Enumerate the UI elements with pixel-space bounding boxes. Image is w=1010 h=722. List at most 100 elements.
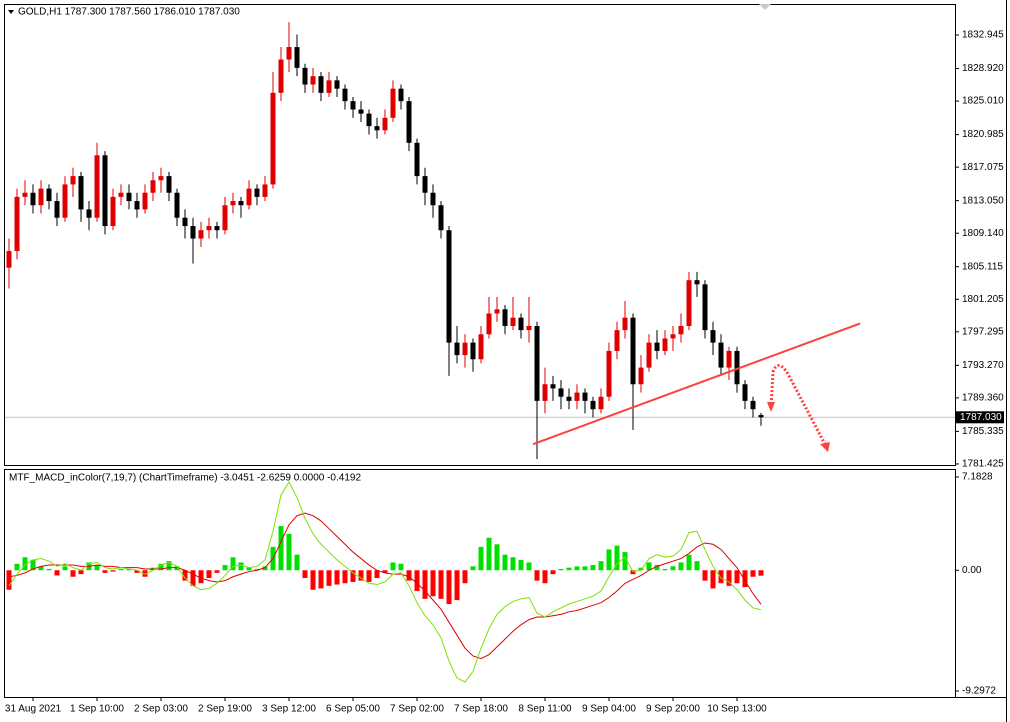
histogram-bar <box>206 570 212 579</box>
candle-body <box>342 88 348 102</box>
histogram-bar <box>566 567 572 571</box>
candle-body <box>566 396 572 401</box>
candle-body <box>406 101 412 143</box>
candle-body <box>302 67 308 85</box>
histogram-bar <box>254 568 260 571</box>
candle-body <box>134 201 140 210</box>
histogram-bar <box>582 566 588 571</box>
candle-body <box>622 317 628 331</box>
histogram-bar <box>126 568 132 571</box>
candle-body <box>38 188 44 206</box>
histogram-bar <box>198 570 204 584</box>
y-tick-label: 1820.985 <box>962 129 1004 140</box>
histogram-bar <box>486 537 492 571</box>
histogram-bar <box>630 570 636 575</box>
candle-body <box>6 251 12 268</box>
candle-body <box>246 188 252 206</box>
candle-body <box>310 76 316 85</box>
histogram-bar <box>502 554 508 571</box>
histogram-bar <box>702 570 708 581</box>
candle-body <box>590 400 596 410</box>
histogram-bar <box>510 557 516 571</box>
histogram-bar <box>462 570 468 584</box>
shift-marker[interactable] <box>759 4 771 10</box>
x-tick-label: 9 Sep 20:00 <box>646 704 700 715</box>
histogram-bar <box>718 570 724 584</box>
histogram-bar <box>734 570 740 584</box>
current-price-label: 1787.030 <box>960 412 1002 423</box>
candle-body <box>150 180 156 193</box>
candle-body <box>446 230 452 343</box>
candle-body <box>646 342 652 368</box>
candle-body <box>414 142 420 177</box>
candle-body <box>118 192 124 197</box>
candle-body <box>126 192 132 202</box>
candle-body <box>318 76 324 93</box>
histogram-bar <box>526 562 532 571</box>
histogram-bar <box>542 570 548 584</box>
x-tick-label: 1 Sep 10:00 <box>70 704 124 715</box>
y-tick-label: 1793.270 <box>962 360 1004 371</box>
histogram-bar <box>286 533 292 571</box>
y-tick-label: 1809.140 <box>962 228 1004 239</box>
candle-body <box>678 325 684 335</box>
menu-arrow[interactable] <box>8 10 14 14</box>
candle-body <box>142 192 148 210</box>
y-tick-label: 1817.075 <box>962 162 1004 173</box>
histogram-bar <box>382 570 388 573</box>
candle-body <box>270 92 276 185</box>
candle-body <box>110 196 116 227</box>
candle-body <box>198 230 204 239</box>
candle-body <box>350 101 356 110</box>
candle-body <box>422 176 428 193</box>
x-tick-label: 7 Sep 02:00 <box>390 704 444 715</box>
candle-body <box>574 392 580 401</box>
histogram-bar <box>758 570 764 576</box>
trendline <box>532 322 861 446</box>
histogram-bar <box>342 570 348 584</box>
histogram-bar <box>646 562 652 571</box>
x-tick-label: 2 Sep 03:00 <box>134 704 188 715</box>
histogram-bar <box>454 570 460 601</box>
candle-body <box>662 338 668 351</box>
indicator-title: MTF_MACD_inColor(7,19,7) (ChartTimeframe… <box>9 473 361 484</box>
histogram-bar <box>118 568 124 571</box>
histogram-bar <box>622 552 628 571</box>
candle-body <box>630 317 636 385</box>
histogram-bar <box>334 570 340 585</box>
candle-body <box>438 205 444 231</box>
histogram-bar <box>374 570 380 579</box>
histogram-bar <box>62 566 68 571</box>
x-tick-label: 6 Sep 05:00 <box>326 704 380 715</box>
candle-body <box>254 188 260 197</box>
y-tick-label: -9.2972 <box>962 686 996 697</box>
histogram-bar <box>558 568 564 571</box>
histogram-bar <box>598 561 604 571</box>
candle-body <box>526 325 532 331</box>
y-tick-label: 1813.050 <box>962 195 1004 206</box>
candle-body <box>102 155 108 227</box>
candle-body <box>494 309 500 314</box>
histogram-bar <box>662 568 668 571</box>
candle-body <box>686 280 692 326</box>
histogram-bar <box>518 559 524 571</box>
histogram-bar <box>494 544 500 571</box>
candle-body <box>734 350 740 385</box>
candle-body <box>294 47 300 68</box>
candle-body <box>262 184 268 197</box>
current-price-box <box>956 411 1004 424</box>
candle-body <box>670 334 676 339</box>
histogram-bar <box>222 565 228 571</box>
candle-body <box>334 80 340 89</box>
histogram-bar <box>750 570 756 577</box>
candle-body <box>470 342 476 360</box>
histogram-bar <box>246 567 252 571</box>
histogram-bar <box>294 554 300 571</box>
histogram-bar <box>446 570 452 605</box>
histogram-bar <box>102 570 108 573</box>
histogram-bar <box>430 570 436 597</box>
candle-body <box>750 400 756 410</box>
x-tick-label: 31 Aug 2021 <box>5 704 62 715</box>
